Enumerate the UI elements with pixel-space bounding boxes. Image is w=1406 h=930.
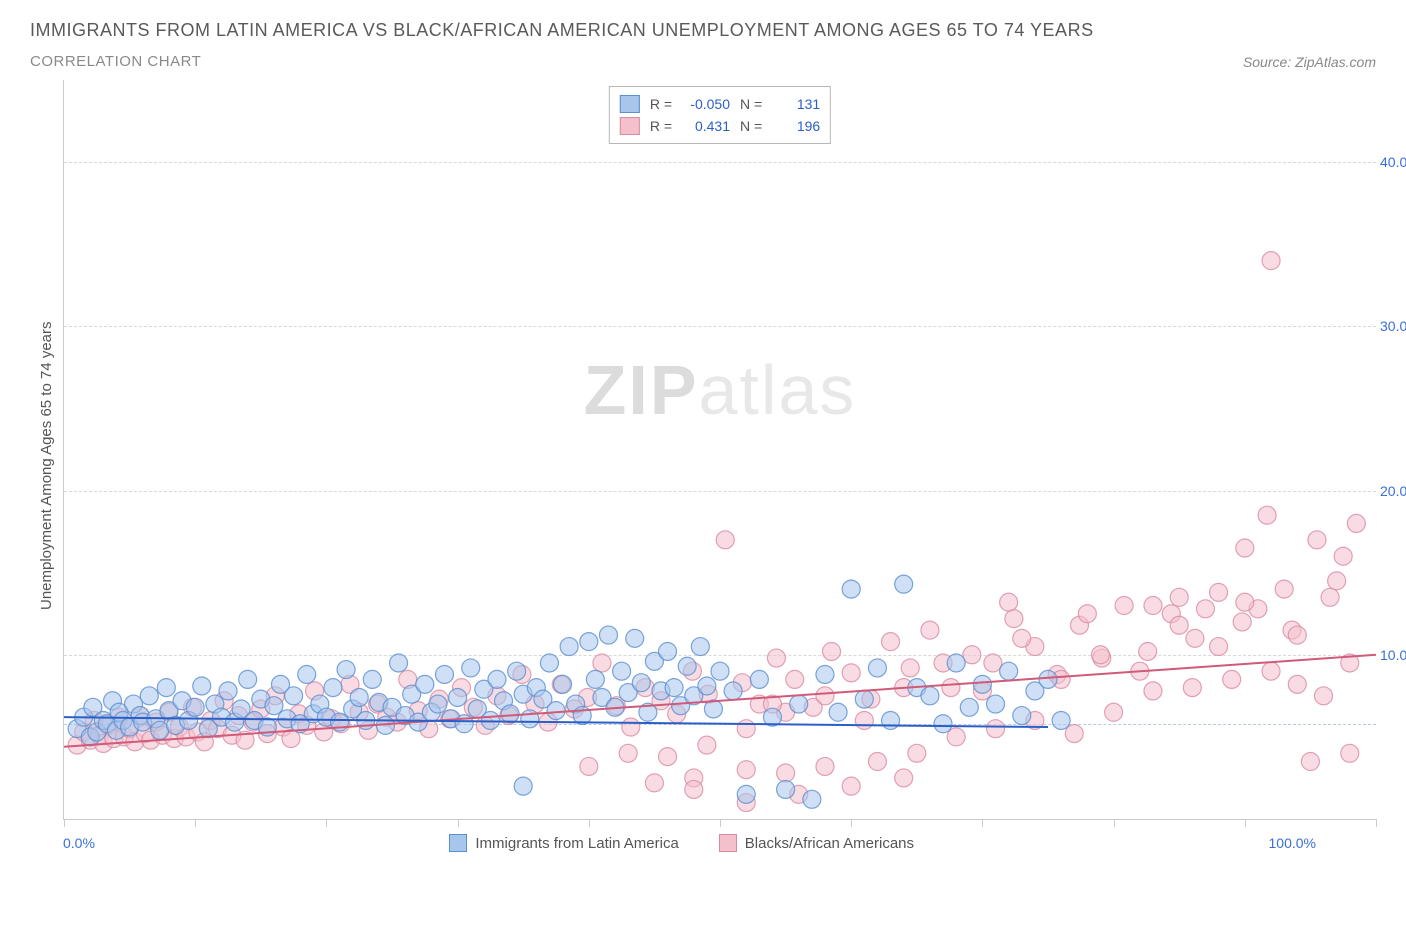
stats-n-value-series2: 196 [772,118,820,134]
stats-n-label: N = [740,96,762,112]
x-tick [589,819,590,827]
stats-swatch-series1 [620,95,640,113]
x-tick [851,819,852,827]
y-tick-label: 20.0% [1380,483,1406,499]
stats-row-series2: R = 0.431 N = 196 [620,115,820,137]
chart-wrapper: Unemployment Among Ages 65 to 74 years R… [30,80,1376,852]
x-tick [326,819,327,827]
x-tick [1376,819,1377,827]
x-tick [1245,819,1246,827]
stats-row-series1: R = -0.050 N = 131 [620,93,820,115]
source-attribution: Source: ZipAtlas.com [1243,54,1376,70]
x-tick [458,819,459,827]
x-tick [720,819,721,827]
x-tick [1114,819,1115,827]
stats-swatch-series2 [620,117,640,135]
correlation-stats-box: R = -0.050 N = 131 R = 0.431 N = 196 [609,86,831,144]
x-axis-row: 0.0% Immigrants from Latin America Black… [63,834,1376,852]
y-tick-label: 30.0% [1380,318,1406,334]
chart-title: IMMIGRANTS FROM LATIN AMERICA VS BLACK/A… [30,20,1376,41]
stats-r-label: R = [650,118,672,134]
legend-label-series2: Blacks/African Americans [745,835,914,852]
legend-item-series2: Blacks/African Americans [719,834,914,852]
plot-area: R = -0.050 N = 131 R = 0.431 N = 196 ZIP… [63,80,1376,820]
x-min-label: 0.0% [63,835,95,851]
x-legend: Immigrants from Latin America Blacks/Afr… [449,834,914,852]
x-tick [195,819,196,827]
x-max-label: 100.0% [1269,835,1316,851]
stats-r-value-series2: 0.431 [682,118,730,134]
y-tick-label: 40.0% [1380,154,1406,170]
legend-swatch-series2 [719,834,737,852]
y-tick-label: 10.0% [1380,647,1406,663]
x-tick [982,819,983,827]
stats-n-label: N = [740,118,762,134]
stats-r-value-series1: -0.050 [682,96,730,112]
stats-n-value-series1: 131 [772,96,820,112]
legend-label-series1: Immigrants from Latin America [475,835,678,852]
plot-container: R = -0.050 N = 131 R = 0.431 N = 196 ZIP… [63,80,1376,852]
scatter-svg [64,80,1376,819]
y-axis-label: Unemployment Among Ages 65 to 74 years [30,96,63,836]
legend-swatch-series1 [449,834,467,852]
x-tick [64,819,65,827]
stats-r-label: R = [650,96,672,112]
subtitle-row: CORRELATION CHART Source: ZipAtlas.com [30,53,1376,70]
chart-subtitle: CORRELATION CHART [30,53,201,70]
legend-item-series1: Immigrants from Latin America [449,834,678,852]
